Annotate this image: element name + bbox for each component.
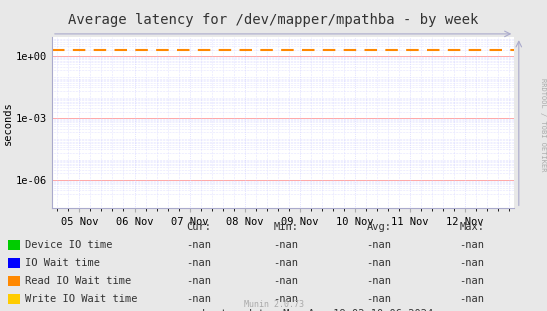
- Text: -nan: -nan: [186, 276, 211, 286]
- Text: -nan: -nan: [186, 294, 211, 304]
- Text: Min:: Min:: [274, 222, 299, 232]
- Text: Max:: Max:: [459, 222, 485, 232]
- Text: Cur:: Cur:: [186, 222, 211, 232]
- Text: -nan: -nan: [459, 258, 485, 268]
- Text: -nan: -nan: [366, 258, 392, 268]
- Text: IO Wait time: IO Wait time: [25, 258, 100, 268]
- Text: Device IO time: Device IO time: [25, 240, 112, 250]
- Y-axis label: seconds: seconds: [3, 101, 13, 145]
- Text: Munin 2.0.73: Munin 2.0.73: [243, 300, 304, 309]
- Text: -nan: -nan: [459, 240, 485, 250]
- Text: Last update: Mon Aug 19 02:10:06 2024: Last update: Mon Aug 19 02:10:06 2024: [202, 309, 433, 311]
- Text: -nan: -nan: [186, 258, 211, 268]
- Text: -nan: -nan: [274, 240, 299, 250]
- Text: RRDTOOL / TOBI OETIKER: RRDTOOL / TOBI OETIKER: [540, 78, 546, 171]
- Text: -nan: -nan: [274, 258, 299, 268]
- Text: -nan: -nan: [186, 240, 211, 250]
- Text: Write IO Wait time: Write IO Wait time: [25, 294, 137, 304]
- Text: Average latency for /dev/mapper/mpathba - by week: Average latency for /dev/mapper/mpathba …: [68, 13, 479, 27]
- Text: Avg:: Avg:: [366, 222, 392, 232]
- Text: -nan: -nan: [459, 276, 485, 286]
- Text: -nan: -nan: [459, 294, 485, 304]
- Text: -nan: -nan: [274, 276, 299, 286]
- Text: -nan: -nan: [366, 240, 392, 250]
- Text: -nan: -nan: [366, 294, 392, 304]
- Text: -nan: -nan: [366, 276, 392, 286]
- Text: Read IO Wait time: Read IO Wait time: [25, 276, 131, 286]
- Text: -nan: -nan: [274, 294, 299, 304]
